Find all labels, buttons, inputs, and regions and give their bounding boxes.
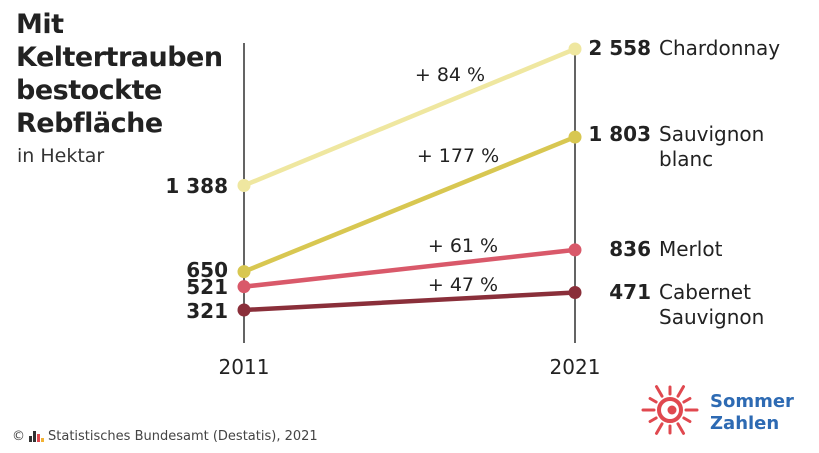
title-line: Rebfläche [16,108,163,139]
series-name-label: Chardonnay [659,36,780,60]
source-footer: © Statistisches Bundesamt (Destatis), 20… [12,429,318,444]
end-value-label: 471 [609,280,651,304]
series-name-label: Sauvignon [659,305,764,329]
data-point [237,303,251,317]
destatis-logo-icon [29,431,44,442]
title-line: Mit [16,9,64,40]
change-label: + 47 % [428,274,498,296]
change-label: + 84 % [415,64,485,86]
change-label: + 61 % [428,235,498,257]
chart-subtitle: in Hektar [17,145,105,167]
sommer-zahlen-logo: Sommer Zahlen [641,385,794,435]
series-name-label: blanc [659,147,713,171]
logo-text-line1: Sommer [710,391,794,412]
data-point [568,285,582,299]
start-value-label: 1 388 [165,174,228,198]
copyright-text: © [12,429,25,444]
data-point [237,280,251,294]
title-line: bestockte [16,75,162,106]
data-point [237,179,251,193]
chart-title: Mit Keltertrauben bestockte Rebfläche [16,8,223,140]
data-point [237,265,251,279]
title-line: Keltertrauben [16,42,223,73]
start-value-label: 521 [186,275,228,299]
series-name-label: Cabernet [659,280,751,304]
data-point [568,130,582,144]
change-label: + 177 % [417,145,499,167]
series-line [241,247,578,289]
x-tick-label: 2011 [219,355,270,379]
end-value-label: 2 558 [588,36,651,60]
series-line [241,46,578,188]
start-value-label: 321 [186,299,228,323]
logo-text-line2: Zahlen [710,413,779,434]
data-point [568,243,582,257]
series-name-label: Sauvignon [659,122,764,146]
end-value-label: 1 803 [588,122,651,146]
sun-icon [641,385,699,435]
series-line [241,134,578,274]
x-tick-label: 2021 [550,355,601,379]
start-value-label: 650 [186,258,228,282]
source-text: Statistisches Bundesamt (Destatis), 2021 [48,429,318,444]
series-line [241,290,578,313]
data-point [568,42,582,56]
series-name-label: Merlot [659,237,723,261]
end-value-label: 836 [609,237,651,261]
